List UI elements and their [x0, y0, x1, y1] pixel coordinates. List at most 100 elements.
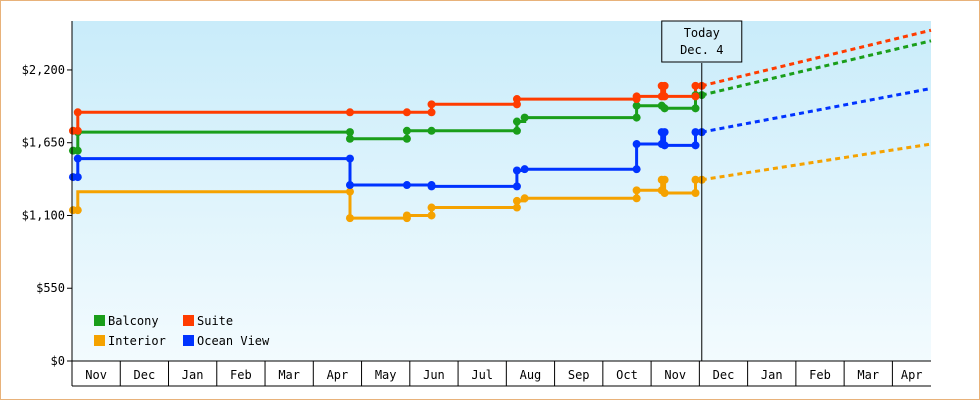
today-marker: Today Dec. 4 — [661, 20, 743, 361]
data-point-suite[interactable] — [512, 95, 521, 104]
data-point-suite[interactable] — [660, 92, 669, 101]
y-tick-label: $1,100 — [22, 208, 65, 222]
data-point-suite[interactable] — [660, 81, 669, 90]
data-point-balcony[interactable] — [345, 134, 354, 143]
data-point-balcony[interactable] — [660, 104, 669, 113]
y-tick-label: $1,650 — [22, 136, 65, 150]
data-point-interior[interactable] — [512, 196, 521, 205]
x-tick-label: Mar — [278, 368, 300, 382]
data-point-balcony[interactable] — [402, 126, 411, 135]
data-point-ocean-view[interactable] — [512, 182, 521, 191]
data-point-interior[interactable] — [691, 175, 700, 184]
x-tick-label: Nov — [85, 368, 107, 382]
data-point-balcony[interactable] — [632, 101, 641, 110]
data-point-interior[interactable] — [73, 206, 82, 215]
y-tick-label: $2,200 — [22, 63, 65, 77]
x-tick-label: May — [375, 368, 397, 382]
data-point-ocean-view[interactable] — [345, 154, 354, 163]
x-tick-label: Apr — [901, 368, 923, 382]
data-point-balcony[interactable] — [73, 146, 82, 155]
data-point-ocean-view[interactable] — [632, 140, 641, 149]
data-point-interior[interactable] — [660, 175, 669, 184]
x-tick-label: Jul — [471, 368, 493, 382]
data-point-balcony[interactable] — [691, 104, 700, 113]
x-tick-label: Oct — [616, 368, 638, 382]
data-point-interior[interactable] — [691, 188, 700, 197]
data-point-interior[interactable] — [345, 187, 354, 196]
today-label: Today — [684, 26, 720, 40]
x-tick-label: Jan — [761, 368, 783, 382]
data-point-balcony[interactable] — [520, 113, 529, 122]
data-point-suite[interactable] — [345, 108, 354, 117]
data-point-balcony[interactable] — [345, 128, 354, 137]
axes: $0 $550 $1,100 $1,650 $2,200 Nov Dec Jan Feb Mar A… — [22, 21, 931, 387]
forecast-line-ocean-view — [701, 86, 932, 134]
data-point-ocean-view[interactable] — [512, 166, 521, 175]
data-point-ocean-view[interactable] — [345, 181, 354, 190]
x-tick-label: Dec — [134, 368, 156, 382]
data-point-interior[interactable] — [427, 203, 436, 212]
data-point-interior[interactable] — [512, 203, 521, 212]
data-point-suite[interactable] — [402, 108, 411, 117]
legend-label-balcony: Balcony — [108, 314, 159, 328]
data-point-interior[interactable] — [402, 211, 411, 220]
x-tick-label: Nov — [664, 368, 686, 382]
y-tick-label: $0 — [51, 354, 65, 368]
data-point-interior[interactable] — [345, 214, 354, 223]
data-point-interior[interactable] — [520, 194, 529, 203]
x-tick-label: Jun — [423, 368, 445, 382]
data-point-ocean-view[interactable] — [660, 128, 669, 137]
data-point-suite[interactable] — [73, 126, 82, 135]
x-tick-label: Mar — [857, 368, 879, 382]
data-point-suite[interactable] — [73, 108, 82, 117]
data-point-ocean-view[interactable] — [691, 128, 700, 137]
forecast-line-suite — [701, 28, 932, 88]
data-point-suite[interactable] — [632, 92, 641, 101]
data-point-balcony[interactable] — [632, 113, 641, 122]
data-point-balcony[interactable] — [427, 126, 436, 135]
x-tick-label: Sep — [568, 368, 590, 382]
forecast-line-balcony — [701, 39, 932, 97]
legend-swatch-interior — [94, 335, 105, 346]
legend-swatch-balcony — [94, 315, 105, 326]
data-point-interior[interactable] — [632, 194, 641, 203]
legend-label-suite: Suite — [197, 314, 233, 328]
legend-swatch-ocean-view — [183, 335, 194, 346]
series-markers — [68, 81, 706, 223]
x-tick-label: Apr — [327, 368, 349, 382]
data-point-suite[interactable] — [427, 100, 436, 109]
legend-swatch-suite — [183, 315, 194, 326]
legend: Balcony Suite Interior Ocean View — [94, 314, 270, 348]
legend-label-ocean-view: Ocean View — [197, 334, 270, 348]
data-point-ocean-view[interactable] — [73, 154, 82, 163]
data-point-suite[interactable] — [427, 108, 436, 117]
data-point-balcony[interactable] — [512, 126, 521, 135]
data-point-balcony[interactable] — [402, 134, 411, 143]
x-tick-label: Jan — [182, 368, 204, 382]
data-point-ocean-view[interactable] — [427, 182, 436, 191]
data-point-ocean-view[interactable] — [402, 181, 411, 190]
today-date: Dec. 4 — [680, 43, 723, 57]
today-box — [661, 20, 743, 63]
data-point-interior[interactable] — [427, 211, 436, 220]
data-point-interior[interactable] — [632, 186, 641, 195]
data-point-ocean-view[interactable] — [660, 141, 669, 150]
series-line-suite — [73, 84, 702, 133]
y-tick-label: $550 — [36, 281, 65, 295]
x-tick-label: Dec — [713, 368, 735, 382]
data-point-ocean-view[interactable] — [632, 165, 641, 174]
x-tick-label: Feb — [230, 368, 252, 382]
data-point-ocean-view[interactable] — [691, 141, 700, 150]
x-tick-label: Aug — [520, 368, 542, 382]
data-point-suite[interactable] — [691, 92, 700, 101]
data-point-interior[interactable] — [660, 188, 669, 197]
data-point-balcony[interactable] — [512, 117, 521, 126]
data-point-suite[interactable] — [691, 81, 700, 90]
x-tick-label: Feb — [809, 368, 831, 382]
legend-label-interior: Interior — [108, 334, 166, 348]
data-point-ocean-view[interactable] — [520, 165, 529, 174]
data-point-ocean-view[interactable] — [73, 173, 82, 182]
forecast-line-interior — [701, 142, 932, 182]
